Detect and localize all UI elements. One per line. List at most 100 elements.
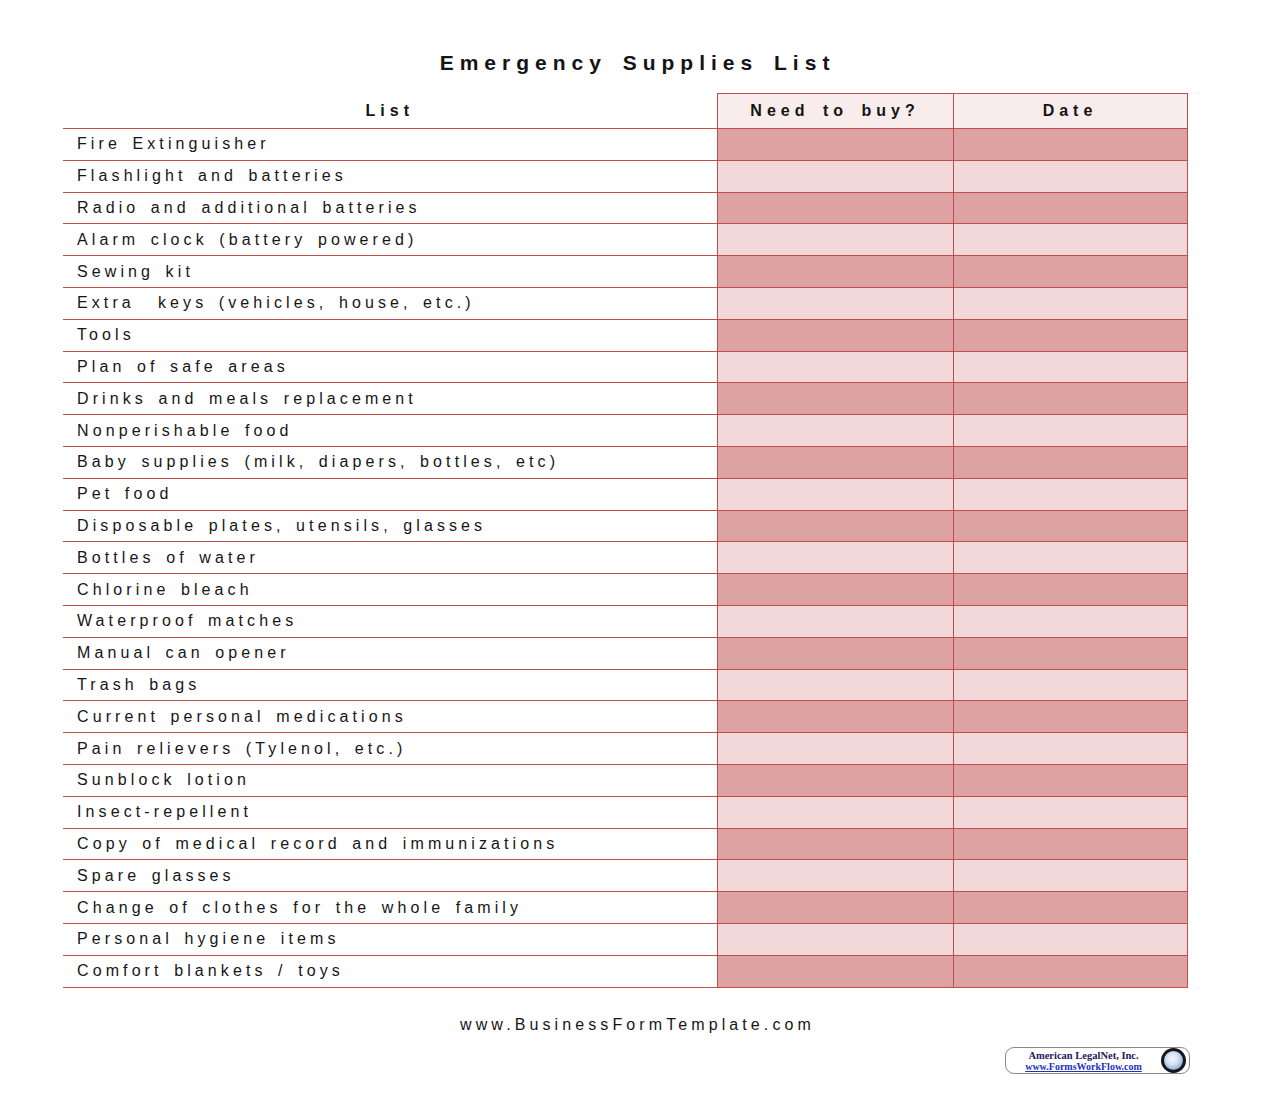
date-cell[interactable] [953,637,1187,669]
need-to-buy-cell[interactable] [717,287,953,319]
need-to-buy-cell[interactable] [717,510,953,542]
globe-icon [1161,1048,1186,1073]
date-cell[interactable] [953,701,1187,733]
item-label: Insect-repellent [63,796,717,828]
item-label: Trash bags [63,669,717,701]
date-cell[interactable] [953,224,1187,256]
need-to-buy-cell[interactable] [717,637,953,669]
table-row: Tools [63,319,1187,351]
need-to-buy-cell[interactable] [717,478,953,510]
item-label: Spare glasses [63,860,717,892]
date-cell[interactable] [953,415,1187,447]
table-row: Sewing kit [63,256,1187,288]
date-cell[interactable] [953,796,1187,828]
page: Emergency Supplies List List Need to buy… [0,0,1275,1100]
table-row: Waterproof matches [63,605,1187,637]
date-cell[interactable] [953,542,1187,574]
item-label: Chlorine bleach [63,574,717,606]
column-header-date: Date [953,94,1187,129]
need-to-buy-cell[interactable] [717,224,953,256]
need-to-buy-cell[interactable] [717,542,953,574]
need-to-buy-cell[interactable] [717,351,953,383]
need-to-buy-cell[interactable] [717,160,953,192]
need-to-buy-cell[interactable] [717,129,953,161]
table-row: Fire Extinguisher [63,129,1187,161]
need-to-buy-cell[interactable] [717,860,953,892]
date-cell[interactable] [953,192,1187,224]
item-label: Pet food [63,478,717,510]
item-label: Radio and additional batteries [63,192,717,224]
date-cell[interactable] [953,733,1187,765]
date-cell[interactable] [953,955,1187,987]
footer-url: www.BusinessFormTemplate.com [0,1017,1275,1033]
item-label: Extra keys (vehicles, house, etc.) [63,287,717,319]
table-row: Sunblock lotion [63,764,1187,796]
table-row: Radio and additional batteries [63,192,1187,224]
table-row: Bottles of water [63,542,1187,574]
date-cell[interactable] [953,446,1187,478]
item-label: Baby supplies (milk, diapers, bottles, e… [63,446,717,478]
item-label: Change of clothes for the whole family [63,892,717,924]
date-cell[interactable] [953,828,1187,860]
need-to-buy-cell[interactable] [717,415,953,447]
date-cell[interactable] [953,351,1187,383]
date-cell[interactable] [953,605,1187,637]
need-to-buy-cell[interactable] [717,192,953,224]
need-to-buy-cell[interactable] [717,923,953,955]
date-cell[interactable] [953,478,1187,510]
date-cell[interactable] [953,129,1187,161]
date-cell[interactable] [953,510,1187,542]
table-row: Flashlight and batteries [63,160,1187,192]
logo-link[interactable]: www.FormsWorkFlow.com [1006,1061,1161,1072]
table-row: Pet food [63,478,1187,510]
need-to-buy-cell[interactable] [717,955,953,987]
need-to-buy-cell[interactable] [717,319,953,351]
item-label: Nonperishable food [63,415,717,447]
date-cell[interactable] [953,319,1187,351]
need-to-buy-cell[interactable] [717,733,953,765]
date-cell[interactable] [953,256,1187,288]
item-label: Plan of safe areas [63,351,717,383]
date-cell[interactable] [953,160,1187,192]
table-row: Drinks and meals replacement [63,383,1187,415]
table-row: Insect-repellent [63,796,1187,828]
date-cell[interactable] [953,923,1187,955]
need-to-buy-cell[interactable] [717,892,953,924]
need-to-buy-cell[interactable] [717,828,953,860]
item-label: Manual can opener [63,637,717,669]
date-cell[interactable] [953,892,1187,924]
need-to-buy-cell[interactable] [717,446,953,478]
item-label: Disposable plates, utensils, glasses [63,510,717,542]
date-cell[interactable] [953,287,1187,319]
table-row: Alarm clock (battery powered) [63,224,1187,256]
item-label: Sewing kit [63,256,717,288]
item-label: Copy of medical record and immunizations [63,828,717,860]
need-to-buy-cell[interactable] [717,605,953,637]
need-to-buy-cell[interactable] [717,796,953,828]
date-cell[interactable] [953,669,1187,701]
date-cell[interactable] [953,383,1187,415]
logo-company-name: American LegalNet, Inc. [1006,1050,1161,1062]
item-label: Comfort blankets / toys [63,955,717,987]
item-label: Drinks and meals replacement [63,383,717,415]
header-row: List Need to buy? Date [63,94,1187,129]
need-to-buy-cell[interactable] [717,669,953,701]
item-label: Current personal medications [63,701,717,733]
date-cell[interactable] [953,574,1187,606]
column-header-list: List [63,94,717,129]
table-row: Extra keys (vehicles, house, etc.) [63,287,1187,319]
need-to-buy-cell[interactable] [717,256,953,288]
table-row: Pain relievers (Tylenol, etc.) [63,733,1187,765]
table-row: Plan of safe areas [63,351,1187,383]
need-to-buy-cell[interactable] [717,764,953,796]
supplies-table: List Need to buy? Date Fire Extinguisher… [63,93,1188,988]
table-row: Chlorine bleach [63,574,1187,606]
item-label: Fire Extinguisher [63,129,717,161]
need-to-buy-cell[interactable] [717,383,953,415]
need-to-buy-cell[interactable] [717,574,953,606]
item-label: Flashlight and batteries [63,160,717,192]
date-cell[interactable] [953,764,1187,796]
date-cell[interactable] [953,860,1187,892]
need-to-buy-cell[interactable] [717,701,953,733]
table-row: Spare glasses [63,860,1187,892]
